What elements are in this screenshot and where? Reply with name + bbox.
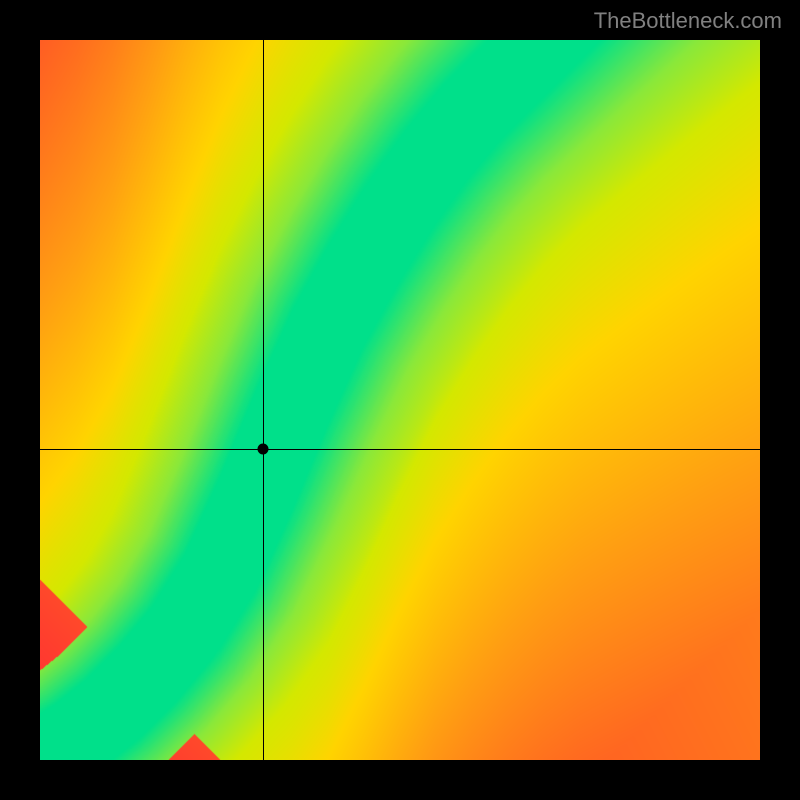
- crosshair-vertical: [263, 40, 264, 760]
- watermark-text: TheBottleneck.com: [594, 8, 782, 34]
- selected-point-marker: [258, 443, 269, 454]
- heatmap-plot: [40, 40, 760, 760]
- heatmap-canvas: [40, 40, 760, 760]
- crosshair-horizontal: [40, 449, 760, 450]
